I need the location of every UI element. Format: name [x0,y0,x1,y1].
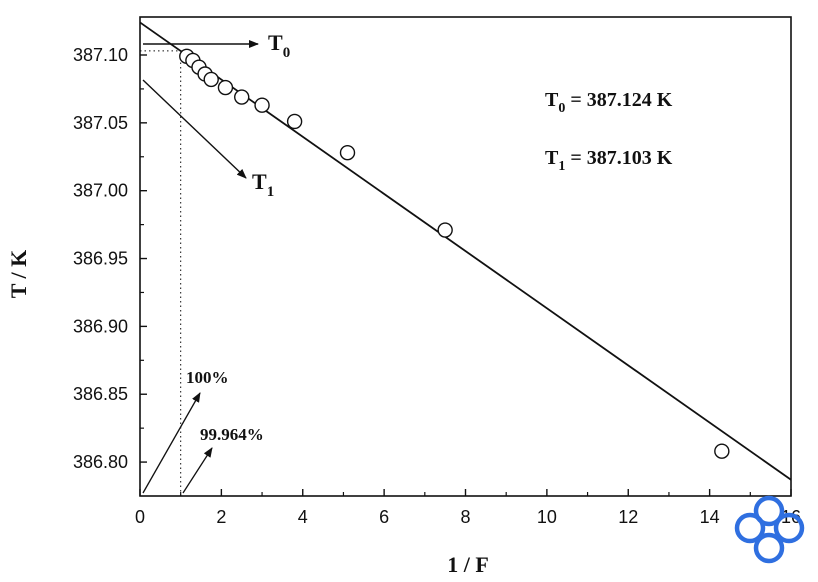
pct-100-arrow [142,392,201,494]
data-point [339,144,356,161]
y-axis-ticks [140,54,147,463]
y-tick-label: 386.90 [73,316,128,336]
x-tick-label: 0 [135,507,145,527]
y-tick-label: 387.05 [73,113,128,133]
y-tick-label: 387.00 [73,181,128,201]
y-axis-title: T / K [6,250,31,299]
y-tick-label: 387.10 [73,45,128,65]
pct-100-label: 100% [186,368,229,387]
t0-equation: T0 = 387.124 K [545,89,673,116]
x-axis-ticks [139,489,792,496]
pct-99-label: 99.964% [200,425,264,444]
interlocking-rings-logo [734,495,805,564]
y-tick-label: 386.80 [73,452,128,472]
x-tick-label: 4 [298,507,308,527]
t1-arrow [142,79,247,179]
data-point [203,71,219,88]
x-tick-label: 2 [216,507,226,527]
x-tick-label: 14 [700,507,720,527]
data-point [217,79,234,96]
data-points [179,48,730,459]
x-tick-label: 10 [537,507,557,527]
data-point [254,97,270,113]
t0-arrow-label: T0 [268,30,290,61]
x-axis-tick-labels: 0 2 4 6 8 10 12 14 16 [135,507,801,527]
x-tick-label: 6 [379,507,389,527]
t1-arrow-label: T1 [252,169,274,200]
t1-equation: T1 = 387.103 K [545,147,673,174]
y-axis-tick-labels: 386.80 386.85 386.90 386.95 387.00 387.05 387.… [73,45,128,472]
data-point [437,222,453,238]
x-tick-label: 12 [618,507,638,527]
pct-99-arrow [182,447,213,494]
data-point [714,443,730,459]
data-point [286,113,303,130]
y-tick-label: 386.95 [73,249,128,269]
x-axis-title: 1 / F [447,552,489,577]
x-tick-label: 8 [460,507,470,527]
data-point [234,89,250,105]
y-tick-label: 386.85 [73,384,128,404]
